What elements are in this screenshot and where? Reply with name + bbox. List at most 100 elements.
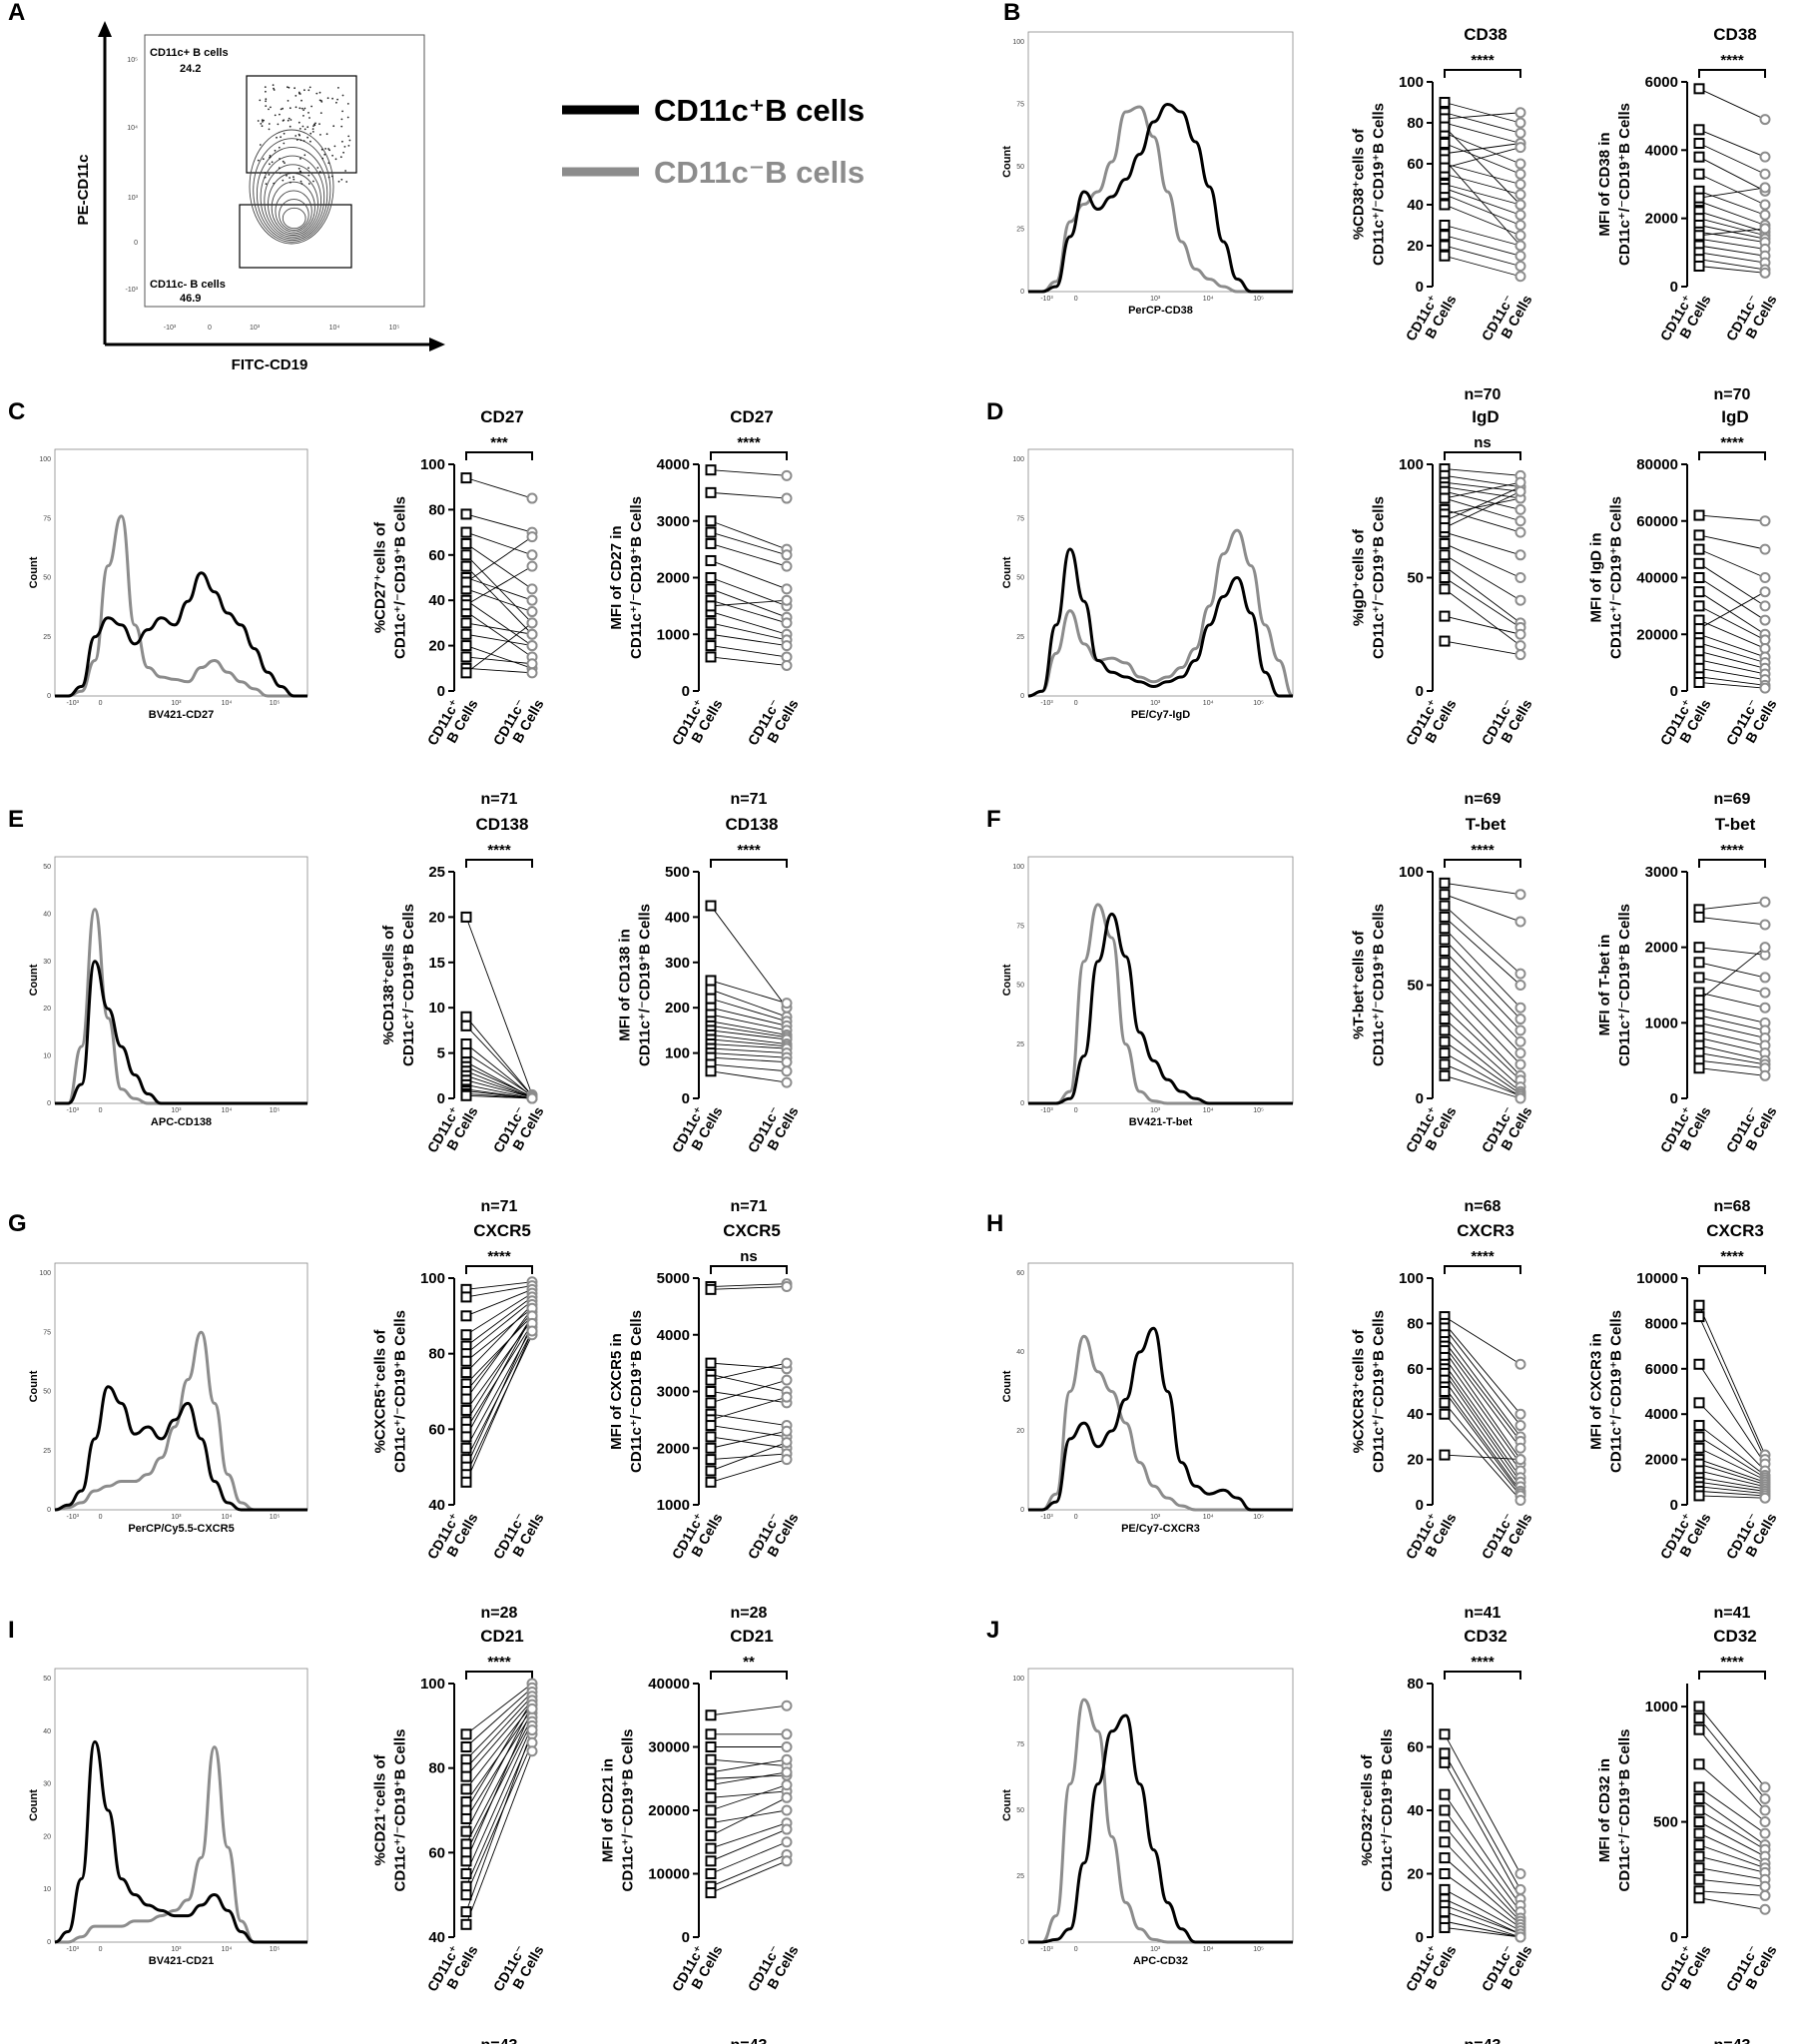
gating-dot bbox=[271, 161, 274, 164]
pair-line bbox=[465, 1692, 533, 1760]
pair-line bbox=[465, 1330, 533, 1483]
pair-line bbox=[1444, 1888, 1521, 1932]
gating-dot bbox=[300, 183, 303, 185]
marker-cd11c-neg bbox=[1759, 1492, 1771, 1504]
pair-line bbox=[465, 1296, 533, 1347]
plot-ylabel-line1: %IgD⁺cells of bbox=[1351, 528, 1368, 626]
marker-cd11c-neg bbox=[1514, 640, 1526, 652]
marker-cd11c-pos bbox=[705, 1065, 717, 1077]
pair-line bbox=[1444, 939, 1521, 1020]
marker-cd11c-neg bbox=[1759, 600, 1771, 612]
marker-cd11c-pos bbox=[1693, 957, 1705, 969]
gating-dot bbox=[296, 139, 299, 141]
plot-ytick-label: 40 bbox=[428, 1497, 445, 1514]
plot-ytick-label: 15 bbox=[428, 955, 445, 972]
gating-dot bbox=[337, 87, 339, 89]
gating-contour bbox=[260, 155, 325, 240]
marker-cd11c-neg bbox=[781, 1391, 793, 1403]
marker-cd11c-pos bbox=[705, 1397, 717, 1409]
pair-line bbox=[1444, 1327, 1521, 1426]
marker-cd11c-pos bbox=[1439, 1836, 1451, 1848]
plot-ytick-label: 40000 bbox=[648, 1676, 690, 1693]
pair-line bbox=[1444, 1793, 1521, 1906]
pair-line bbox=[1444, 554, 1521, 601]
significance-label: **** bbox=[1471, 52, 1495, 69]
sample-size-label: n=41 bbox=[1465, 1605, 1501, 1622]
marker-cd11c-pos bbox=[1693, 124, 1705, 136]
pair-line bbox=[465, 1315, 533, 1423]
histogram-xtick: 10³ bbox=[1150, 296, 1161, 303]
marker-cd11c-neg bbox=[781, 469, 793, 481]
gating-dot bbox=[288, 117, 291, 120]
sample-size-label: n=71 bbox=[731, 791, 768, 808]
marker-cd11c-pos bbox=[1693, 1442, 1705, 1454]
marker-cd11c-pos bbox=[1693, 572, 1705, 583]
marker-cd11c-neg bbox=[1759, 267, 1771, 279]
gating-contour bbox=[256, 146, 328, 242]
pair-line bbox=[1444, 1341, 1521, 1442]
pair-line bbox=[465, 1307, 533, 1362]
marker-cd11c-pos bbox=[460, 526, 472, 538]
plot-ytick-label: 0 bbox=[1670, 1929, 1678, 1946]
gating-dot bbox=[324, 148, 326, 150]
gating-dot bbox=[294, 87, 296, 90]
histogram-ytick: 0 bbox=[1020, 693, 1024, 700]
plot-ytick-label: 4000 bbox=[1645, 1406, 1678, 1423]
pair-line bbox=[465, 1311, 533, 1392]
pair-line bbox=[710, 1822, 788, 1849]
sample-size-label: n=69 bbox=[1714, 791, 1751, 808]
histogram-ylabel: Count bbox=[28, 1370, 40, 1402]
plot-title: CXCR5 bbox=[723, 1221, 781, 1240]
pair-line bbox=[710, 1056, 788, 1063]
plot-ytick-label: 0 bbox=[1416, 1929, 1424, 1946]
marker-cd11c-pos bbox=[1439, 522, 1451, 534]
histogram-xtick: 10⁵ bbox=[1253, 1946, 1264, 1953]
histogram-ylabel: Count bbox=[28, 964, 40, 996]
marker-cd11c-pos bbox=[705, 1357, 717, 1369]
plot-ytick-label: 6000 bbox=[1645, 1361, 1678, 1378]
marker-cd11c-neg bbox=[1514, 142, 1526, 154]
marker-cd11c-neg bbox=[781, 1700, 793, 1711]
gating-dot bbox=[289, 125, 292, 128]
marker-cd11c-pos bbox=[1693, 972, 1705, 984]
plot-ylabel-line2: CD11c⁺/⁻CD19⁺B Cells bbox=[637, 904, 654, 1066]
histogram-xlabel: APC-CD32 bbox=[1133, 1955, 1188, 1967]
marker-cd11c-pos bbox=[1439, 250, 1451, 262]
marker-cd11c-neg bbox=[1514, 1035, 1526, 1047]
histogram-xlabel: BV421-T-bet bbox=[1129, 1116, 1193, 1128]
plot-ytick-label: 200 bbox=[665, 1000, 690, 1017]
significance-bracket bbox=[1698, 1671, 1766, 1680]
plot-ytick-label: 100 bbox=[665, 1045, 690, 1062]
histogram-xlabel: BV421-CD27 bbox=[149, 709, 214, 721]
pair-line bbox=[710, 1771, 788, 1786]
gate-cd11c-neg bbox=[239, 204, 352, 269]
marker-cd11c-neg bbox=[1759, 1002, 1771, 1014]
pair-line bbox=[1698, 1052, 1766, 1065]
significance-bracket bbox=[1444, 859, 1521, 868]
gating-dot bbox=[327, 176, 330, 179]
pair-line bbox=[1444, 1363, 1521, 1472]
histogram-ytick: 40 bbox=[1016, 1349, 1024, 1356]
marker-cd11c-neg bbox=[781, 549, 793, 561]
pair-line bbox=[710, 1796, 788, 1836]
pair-line bbox=[1444, 1357, 1521, 1465]
significance-bracket bbox=[1698, 859, 1766, 868]
marker-cd11c-pos bbox=[460, 911, 472, 923]
marker-cd11c-pos bbox=[1439, 583, 1451, 595]
gating-dot bbox=[308, 86, 311, 89]
pair-line bbox=[465, 645, 533, 669]
gating-contour bbox=[253, 138, 331, 243]
gating-dot bbox=[328, 149, 330, 152]
marker-cd11c-pos bbox=[705, 464, 717, 476]
paired-plot-F-14: T-bet 0 1000 2000 3000 MFI of T-bet in CD11c⁺/… bbox=[1596, 815, 1780, 1215]
panel-label-C: C bbox=[8, 398, 25, 425]
marker-cd11c-pos bbox=[1693, 1712, 1705, 1724]
histogram-frame bbox=[1027, 1262, 1294, 1511]
plot-ytick-label: 50 bbox=[1407, 570, 1424, 587]
marker-cd11c-neg bbox=[526, 560, 538, 572]
marker-cd11c-neg bbox=[1514, 485, 1526, 497]
marker-cd11c-pos bbox=[705, 1386, 717, 1397]
histogram-xtick: 0 bbox=[1074, 296, 1078, 303]
histogram-ytick: 0 bbox=[1020, 1507, 1024, 1514]
marker-cd11c-neg bbox=[781, 1357, 793, 1369]
